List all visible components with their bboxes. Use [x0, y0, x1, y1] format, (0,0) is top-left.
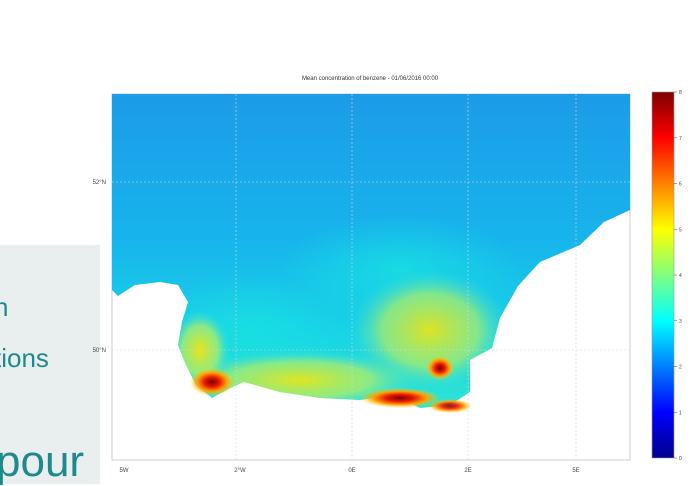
hotspot-west-coast-bay [190, 368, 234, 396]
chart-title: Mean concentration of benzene - 01/06/20… [302, 76, 439, 82]
hotspot-estuary-plume [426, 356, 454, 380]
colorbar-tick-label: 0 [679, 456, 682, 462]
x-tick-label: 5E [572, 468, 579, 474]
x-tick-label: 2E [464, 468, 471, 474]
slide-text-line-2: tions [0, 343, 49, 373]
colorbar-tick-label: 3 [679, 319, 682, 325]
hotspot-south-coast-east [360, 388, 440, 408]
colorbar-tick-label: 6 [679, 182, 682, 188]
colorbar-tick-label: 2 [679, 365, 682, 371]
hotspots [190, 356, 472, 413]
hotspot-estuary-mouth [428, 399, 472, 413]
y-tick-label: 52°N [93, 180, 106, 186]
slide-text-line-1: n [0, 292, 9, 322]
colorbar-tick-label: 1 [679, 410, 682, 416]
x-ticks: 5W 2°W 0E 2E 5E [120, 468, 580, 474]
y-tick-label: 50°N [93, 348, 106, 354]
y-ticks: 52°N 50°N [93, 180, 106, 354]
slide-left-panel [0, 245, 100, 484]
colorbar [651, 91, 675, 459]
colorbar-tick-label: 7 [679, 136, 682, 142]
east-warm-plume [350, 270, 510, 390]
colorbar-tick-label: 8 [679, 90, 682, 96]
colorbar-ticks: 0 1 2 3 4 5 6 7 8 [674, 90, 682, 462]
slide-text-line-3: pour [0, 437, 85, 486]
x-tick-label: 5W [120, 468, 129, 474]
colorbar-tick-label: 5 [679, 227, 682, 233]
colorbar-tick-label: 4 [679, 273, 682, 279]
grid-lines [112, 94, 630, 460]
x-tick-label: 0E [348, 468, 355, 474]
x-tick-label: 2°W [234, 468, 246, 474]
